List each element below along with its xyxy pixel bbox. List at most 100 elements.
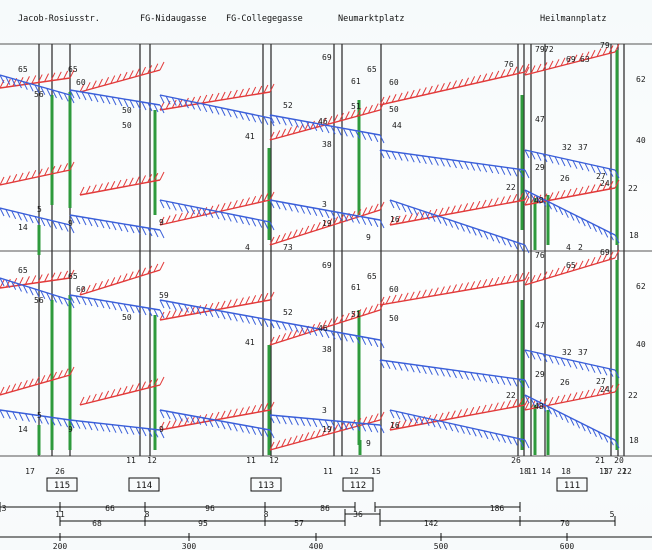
red-trajectory-tick: [524, 396, 530, 406]
station-number: 12: [622, 467, 632, 476]
blue-trajectory-tick: [37, 415, 43, 424]
red-trajectory-tick: [470, 281, 476, 290]
station-number: 20: [614, 456, 624, 465]
station-number: 15: [371, 467, 381, 476]
blue-trajectory-tick: [17, 79, 22, 89]
red-trajectory-line: [269, 419, 381, 451]
red-trajectory: [0, 161, 75, 186]
speed-label: 9: [159, 218, 164, 227]
blue-trajectory-tick: [11, 210, 17, 220]
speed-label: 22: [506, 183, 516, 192]
red-trajectory-tick: [362, 307, 368, 316]
red-trajectory: [269, 201, 385, 246]
blue-trajectory-tick: [75, 90, 81, 100]
blue-trajectory-tick: [409, 363, 415, 373]
red-trajectory-tick: [482, 73, 488, 82]
speed-label: 60: [389, 285, 399, 294]
blue-trajectory-tick: [524, 189, 530, 199]
block-box: [128, 477, 160, 492]
blue-trajectory-tick: [293, 416, 299, 426]
red-trajectory-tick: [56, 271, 62, 281]
red-trajectory-tick: [177, 212, 183, 222]
blue-trajectory-tick: [596, 165, 602, 175]
red-trajectory-tick: [183, 307, 189, 316]
distance-value: 86: [320, 504, 330, 513]
blue-trajectory-tick: [488, 374, 494, 384]
red-trajectory-tick: [17, 381, 22, 391]
blue-trajectory-tick: [578, 161, 584, 171]
red-trajectory-tick: [518, 397, 524, 407]
blue-trajectory-tick: [433, 367, 439, 376]
blue-trajectory-tick: [614, 169, 620, 179]
red-trajectory-tick: [536, 273, 542, 282]
blue-trajectory-tick: [293, 119, 299, 128]
blue-trajectory-tick: [0, 207, 5, 217]
blue-trajectory-tick: [518, 378, 524, 388]
blue-trajectory-tick: [57, 221, 63, 231]
blue-trajectory-tick: [318, 328, 324, 338]
blue-trajectory-tick: [177, 303, 183, 312]
blue-trajectory-tick: [75, 215, 81, 225]
blue-trajectory-tick: [63, 297, 69, 307]
blue-trajectory-tick: [135, 100, 141, 110]
red-trajectory: [0, 366, 75, 396]
blue-trajectory-tick: [245, 315, 251, 324]
blue-trajectory-tick: [584, 163, 590, 172]
red-trajectory-tick: [171, 99, 177, 109]
red-trajectory-tick: [602, 253, 608, 262]
red-trajectory-tick: [458, 283, 463, 292]
blue-trajectory-tick: [495, 234, 501, 244]
red-trajectory-tick: [475, 200, 481, 210]
speed-label: 18: [629, 436, 639, 445]
blue-trajectory-tick: [159, 94, 165, 104]
blue-trajectory: [269, 319, 385, 349]
red-trajectory-tick: [439, 83, 445, 92]
red-trajectory-tick: [202, 94, 208, 104]
blue-trajectory-tick: [318, 419, 324, 428]
red-trajectory-tick: [608, 180, 614, 190]
red-trajectory-tick: [444, 206, 450, 215]
blue-trajectory-tick: [287, 416, 293, 425]
blue-trajectory-tick: [281, 415, 287, 425]
blue-trajectory-tick: [578, 361, 584, 371]
blue-trajectory-tick: [50, 417, 56, 426]
red-trajectory-tick: [476, 74, 482, 84]
blue-trajectory-tick: [153, 429, 159, 438]
red-trajectory-tick: [232, 298, 238, 307]
blue-trajectory-tick: [554, 356, 560, 365]
blue-trajectory-tick: [141, 226, 147, 236]
red-trajectory-tick: [134, 269, 140, 278]
blue-trajectory-tick: [560, 357, 566, 367]
red-trajectory-tick: [251, 405, 257, 414]
red-trajectory-tick: [542, 271, 548, 280]
red-trajectory-tick: [79, 186, 85, 196]
blue-trajectory-tick: [603, 229, 609, 238]
blue-trajectory-tick: [602, 167, 608, 176]
blue-trajectory-tick: [506, 435, 512, 445]
red-trajectory-tick: [487, 198, 493, 208]
blue-trajectory-tick: [397, 152, 403, 161]
red-trajectory: [0, 269, 75, 289]
red-trajectory-tick: [385, 95, 391, 104]
red-trajectory-tick: [238, 407, 244, 416]
blue-trajectory-tick: [111, 424, 117, 433]
blue-trajectory-tick: [275, 415, 281, 424]
red-trajectory-tick: [596, 183, 602, 192]
blue-trajectory-tick: [251, 426, 257, 435]
blue-trajectory-tick: [403, 153, 409, 162]
speed-label: 65: [18, 266, 28, 275]
blue-trajectory-tick: [5, 279, 11, 289]
blue-trajectory-tick: [500, 166, 506, 175]
red-trajectory-tick: [171, 309, 177, 319]
blue-trajectory-tick: [17, 212, 22, 221]
red-trajectory-tick: [275, 130, 281, 139]
red-trajectory-tick: [493, 197, 499, 206]
speed-label: 16: [390, 421, 400, 430]
blue-trajectory-tick: [597, 431, 603, 440]
blue-trajectory-tick: [171, 202, 177, 211]
blue-trajectory-tick: [34, 288, 40, 298]
blue-trajectory-tick: [608, 231, 614, 241]
red-trajectory-tick: [482, 279, 488, 288]
blue-trajectory-tick: [421, 365, 427, 375]
